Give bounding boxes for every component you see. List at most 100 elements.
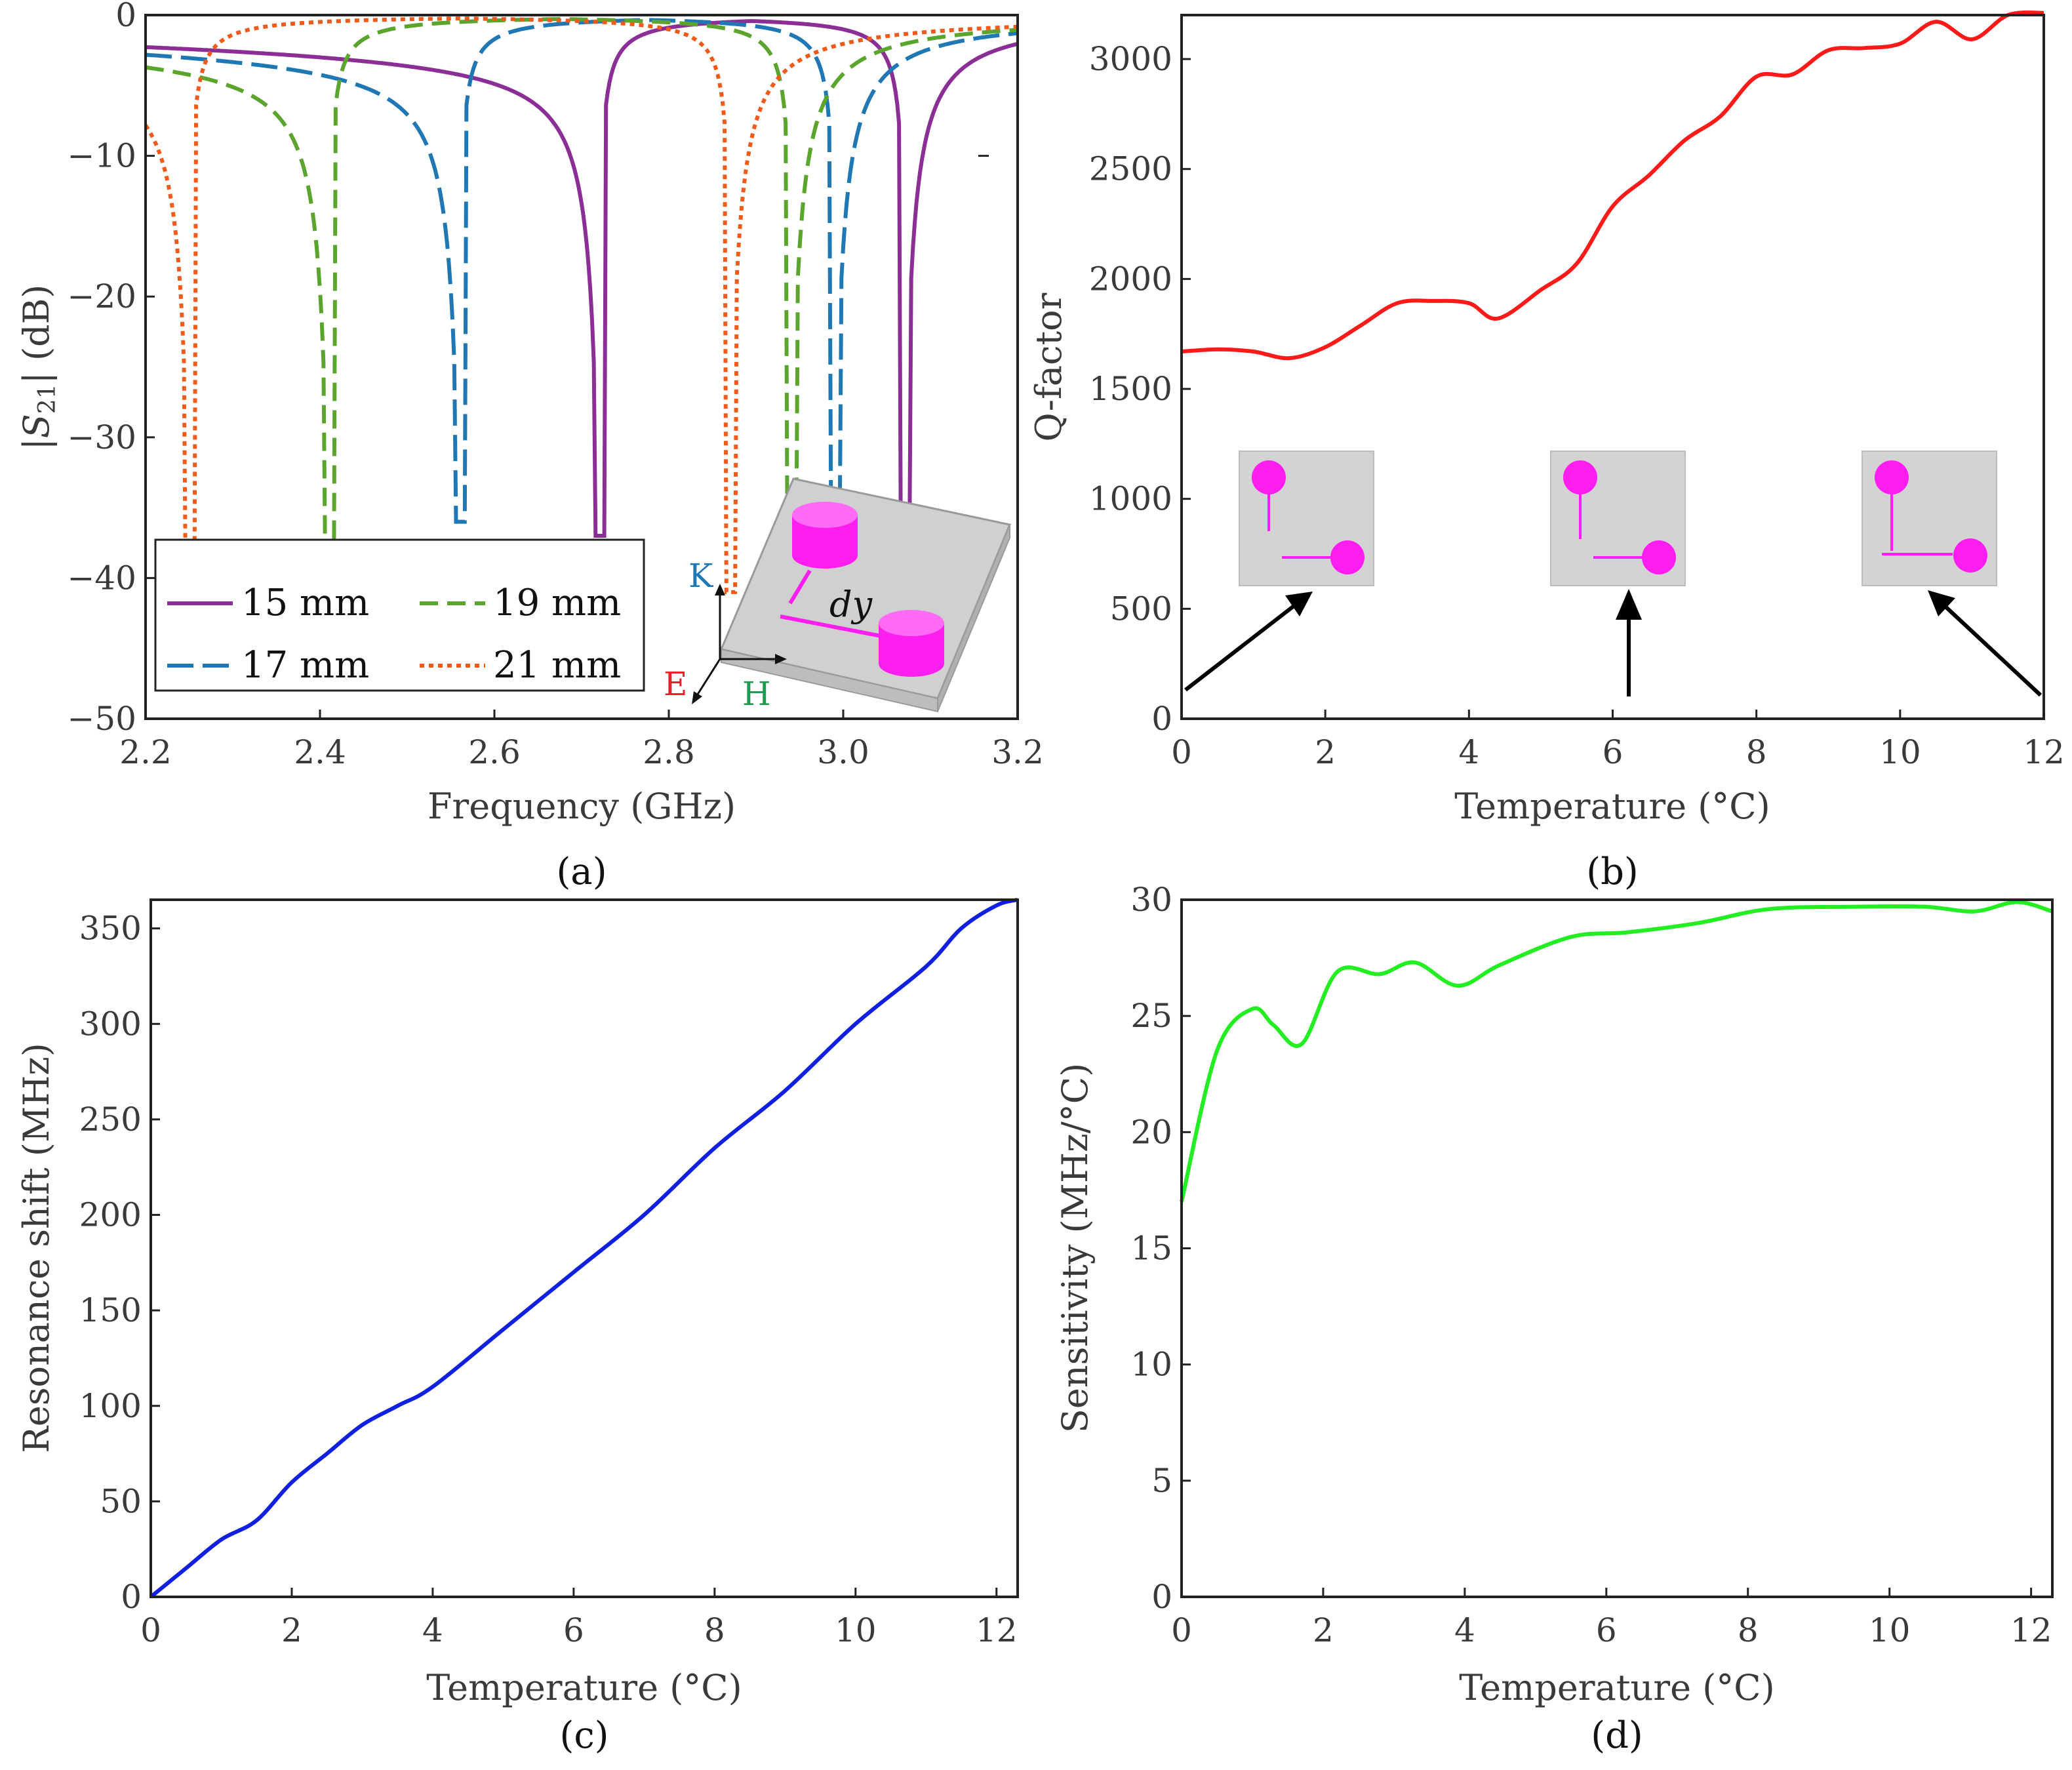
d-ytick-label: 20 (1130, 1113, 1172, 1151)
b-plot-area (1181, 10, 2044, 361)
a-legend-label-17mm: 17 mm (241, 644, 369, 687)
a-ytick-label: 0 (115, 0, 136, 34)
a-cylinder-2-top (879, 610, 944, 636)
a-legend-box (154, 538, 645, 692)
a-ytick-label: −30 (67, 418, 136, 456)
d-tick-labels: 0 2 4 6 8 10 12 0 5 10 15 20 25 30 (1130, 881, 2052, 1649)
a-xtick-label: 2.8 (643, 733, 695, 771)
a-x-axis-label: Frequency (GHz) (428, 786, 736, 827)
d-xtick-label: 8 (1738, 1611, 1759, 1649)
a-series-21mm-line (146, 16, 1018, 594)
c-xtick-label: 8 (704, 1611, 725, 1649)
a-k-label: K (688, 557, 714, 595)
panel-b-qfactor-chart: 0 2 4 6 8 10 12 0 500 1000 1500 2000 2500 3000 Temper… (1028, 10, 2065, 893)
a-e-label: E (664, 665, 688, 703)
c-xtick-label: 2 (281, 1611, 302, 1649)
a-xtick-label: 2.4 (294, 733, 346, 771)
c-xtick-label: 10 (835, 1611, 877, 1649)
d-xtick-label: 6 (1596, 1611, 1617, 1649)
d-ytick-label: 30 (1130, 881, 1172, 919)
d-xtick-label: 10 (1869, 1611, 1911, 1649)
b-inset-cold (1239, 451, 1374, 586)
b-ytick-label: 0 (1151, 700, 1172, 738)
b-caption: (b) (1586, 851, 1639, 893)
panel-c-resonance-shift-chart: 0 2 4 6 8 10 12 0 50 100 150 200 250 300 350 Temperatu… (16, 898, 1019, 1757)
c-ytick-label: 350 (79, 910, 142, 948)
a-legend-label-15mm: 15 mm (241, 582, 369, 624)
a-series-17mm-line (146, 18, 1018, 524)
d-plot-area (1180, 900, 2053, 1203)
b-inset-2-upper-circle (1563, 460, 1597, 494)
a-plot-area (146, 16, 1018, 594)
a-xtick-label: 3.0 (817, 733, 869, 771)
b-ytick-label: 2000 (1089, 260, 1172, 298)
c-xtick-label: 12 (976, 1611, 1018, 1649)
d-xtick-label: 2 (1313, 1611, 1334, 1649)
b-xtick-label: 2 (1315, 733, 1336, 771)
b-arrow-1-head (1285, 592, 1313, 616)
b-inset-3-lower-circle (1953, 538, 1987, 573)
a-resonator-inset: dy K E H (664, 477, 1012, 713)
a-cylinder-1-top (792, 502, 858, 528)
c-xtick-label: 6 (563, 1611, 584, 1649)
b-y-axis-label: Q-factor (1028, 292, 1069, 441)
d-xtick-label: 0 (1171, 1611, 1192, 1649)
d-caption: (d) (1591, 1714, 1643, 1757)
a-cylinder-2-base (879, 651, 944, 677)
b-xtick-label: 6 (1603, 733, 1624, 771)
d-xtick-label: 4 (1454, 1611, 1475, 1649)
d-x-axis-label: Temperature (°C) (1459, 1667, 1774, 1708)
c-tick-labels: 0 2 4 6 8 10 12 0 50 100 150 200 250 300 350 (79, 910, 1018, 1649)
b-inset-1-upper-circle (1252, 460, 1286, 494)
a-feed-line-1 (788, 569, 812, 605)
d-axes-frame (1180, 898, 2054, 1598)
a-e-arrowhead (692, 691, 702, 704)
a-ylabel-bar-right: | (16, 372, 57, 384)
b-arrow-3-head (1928, 590, 1955, 616)
a-ylabel-unit: (dB) (16, 285, 57, 372)
b-ytick-label: 1000 (1089, 480, 1172, 518)
a-ylabel-bar-left: | (16, 438, 57, 450)
d-series-line (1180, 900, 2053, 1203)
a-ylabel-s: S (16, 414, 57, 438)
b-state-insets (1184, 451, 2042, 697)
d-ytick-label: 15 (1130, 1230, 1172, 1268)
c-caption: (c) (559, 1714, 608, 1757)
c-xtick-label: 4 (422, 1611, 443, 1649)
b-xtick-label: 8 (1746, 733, 1767, 771)
d-xtick-label: 12 (2010, 1611, 2052, 1649)
b-ytick-label: 3000 (1089, 40, 1172, 78)
a-ytick-label: −40 (67, 559, 136, 597)
a-legend-label-21mm: 21 mm (493, 644, 621, 687)
a-ylabel-sub: 21 (34, 384, 61, 414)
b-arrow-1-shaft (1184, 605, 1294, 692)
c-xtick-label: 0 (140, 1611, 161, 1649)
a-cylinder-1-base (792, 542, 858, 569)
b-arrow-2-head (1616, 589, 1642, 620)
b-inset-3-upper-circle (1875, 460, 1909, 494)
b-ytick-label: 2500 (1089, 150, 1172, 188)
c-ytick-label: 300 (79, 1005, 142, 1043)
a-xtick-label: 3.2 (991, 733, 1044, 771)
a-xtick-label: 2.6 (468, 733, 521, 771)
a-e-arrow (694, 658, 721, 699)
a-dy-label: dy (829, 584, 873, 625)
c-ytick-label: 0 (121, 1578, 142, 1616)
c-series-line (149, 898, 1018, 1599)
a-legend: 15 mm 19 mm 17 mm 21 mm (154, 538, 645, 692)
a-legend-label-19mm: 19 mm (493, 582, 621, 624)
a-ytick-label: −50 (67, 700, 136, 738)
a-k-arrowhead (715, 584, 725, 595)
a-ytick-label: −20 (67, 277, 136, 315)
a-h-arrowhead (775, 654, 787, 664)
b-axes-frame (1180, 14, 2045, 720)
b-tick-labels: 0 2 4 6 8 10 12 0 500 1000 1500 2000 2500 3000 (1089, 40, 2065, 771)
b-xtick-label: 10 (1879, 733, 1921, 771)
b-arrow-3-shaft (1943, 605, 2042, 697)
panel-a-s21-chart: 2.2 2.4 2.6 2.8 3.0 3.2 0 −10 −20 −30 −40 −50 Frequ… (16, 0, 1044, 893)
a-caption: (a) (556, 851, 607, 893)
b-inset-1-lower-circle (1330, 540, 1365, 574)
c-ytick-label: 100 (79, 1387, 142, 1425)
c-ytick-label: 200 (79, 1196, 142, 1234)
